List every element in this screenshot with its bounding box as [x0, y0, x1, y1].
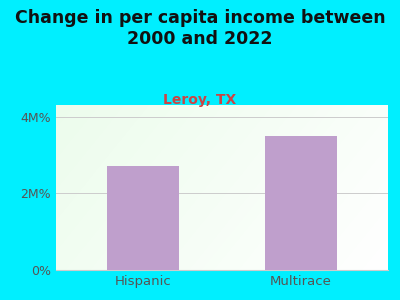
- Bar: [266, 136, 337, 270]
- Text: Change in per capita income between
2000 and 2022: Change in per capita income between 2000…: [15, 9, 385, 48]
- Text: Leroy, TX: Leroy, TX: [163, 93, 237, 107]
- Bar: [107, 167, 178, 270]
